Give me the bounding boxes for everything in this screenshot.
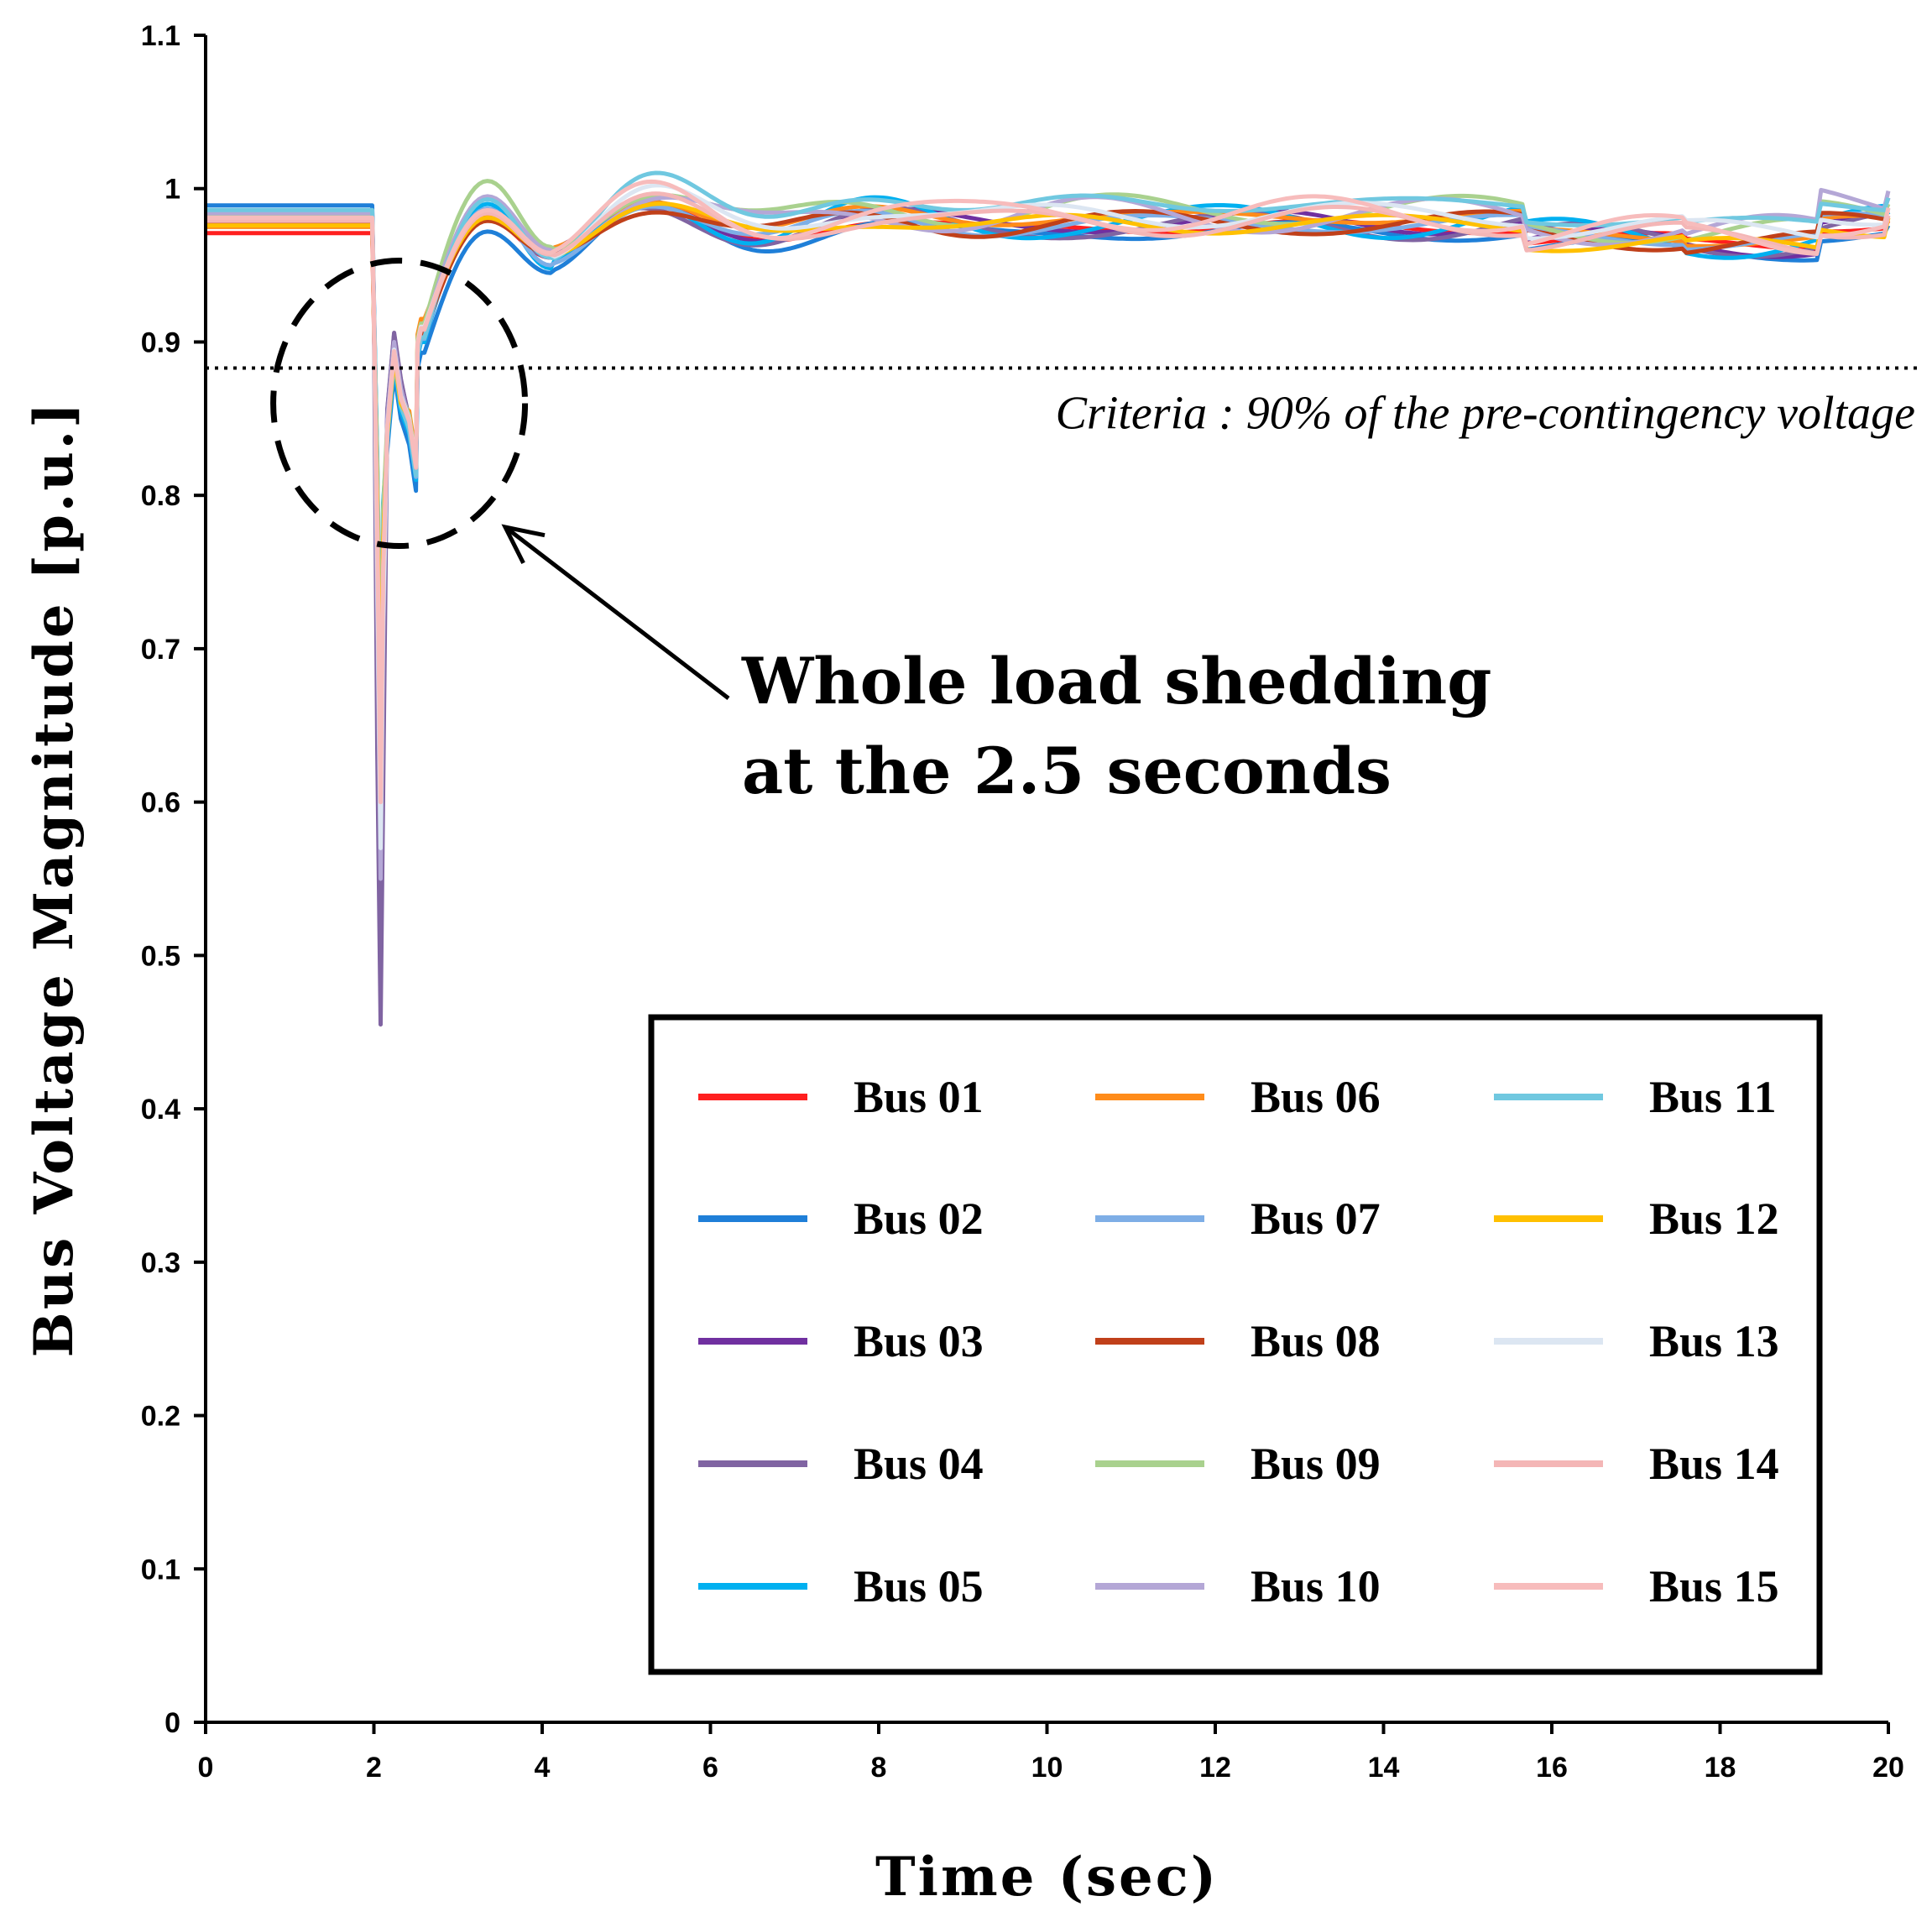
y-tick-label: 0.1: [141, 1554, 180, 1585]
series-line-14: [206, 191, 1891, 805]
y-tick-label: 0.9: [141, 326, 180, 358]
x-tick-label: 6: [702, 1752, 718, 1784]
legend-label: Bus 05: [854, 1561, 984, 1611]
x-tick-label: 20: [1872, 1752, 1904, 1784]
x-tick-label: 18: [1705, 1752, 1736, 1784]
annotation-arrowhead: [501, 524, 546, 564]
y-tick-label: 0.2: [141, 1401, 180, 1433]
x-tick-label: 16: [1536, 1752, 1568, 1784]
annotation-circle: [270, 258, 529, 550]
legend-label: Bus 06: [1251, 1072, 1381, 1122]
y-tick-label: 1: [164, 174, 180, 206]
legend-label: Bus 03: [854, 1316, 984, 1366]
legend-label: Bus 09: [1251, 1439, 1381, 1489]
y-tick-label: 0.4: [141, 1094, 180, 1126]
legend-label: Bus 01: [854, 1072, 984, 1122]
annotation-line-1: Whole load shedding: [741, 644, 1491, 718]
y-axis-title: Bus Voltage Magnitude [p.u.]: [23, 400, 86, 1358]
series-layer: [206, 170, 1891, 1027]
legend-label: Bus 15: [1649, 1561, 1779, 1611]
series-line-8: [206, 209, 1890, 759]
legend-label: Bus 02: [854, 1194, 984, 1244]
x-ticks: 0 2 4 6 8 10 12 14 16 18 20: [198, 1722, 1904, 1784]
y-tick-label: 0.5: [141, 940, 180, 972]
series-line-13: [206, 183, 1891, 850]
x-tick-label: 2: [366, 1752, 382, 1784]
y-tick-label: 1.1: [141, 20, 180, 52]
legend: Bus 01 Bus 02 Bus 03 Bus 04 Bus 05 Bus 06 Bus …: [648, 1014, 1823, 1675]
legend-label: Bus 14: [1649, 1439, 1779, 1489]
x-tick-label: 4: [535, 1752, 551, 1784]
x-tick-label: 14: [1368, 1752, 1400, 1784]
series-line-4: [206, 205, 1891, 1027]
y-ticks: 0 0.1 0.2 0.3 0.4 0.5 0.6 0.7 0.8 0.9 1 1.1: [141, 20, 206, 1739]
x-tick-label: 12: [1199, 1752, 1231, 1784]
series-line-12: [206, 201, 1891, 774]
x-tick-label: 8: [871, 1752, 887, 1784]
annotation: Whole load shedding at the 2.5 seconds: [270, 258, 1491, 808]
y-tick-label: 0.3: [141, 1247, 180, 1279]
legend-label: Bus 08: [1251, 1316, 1381, 1366]
y-tick-label: 0.6: [141, 787, 180, 819]
y-tick-label: 0.7: [141, 634, 180, 666]
legend-label: Bus 07: [1251, 1194, 1381, 1244]
series-line-15: [206, 179, 1891, 805]
y-tick-label: 0.8: [141, 480, 180, 512]
criteria-label: Criteria : 90% of the pre-contingency vo…: [1056, 388, 1915, 440]
axes: 0 2 4 6 8 10 12 14 16 18 20 0 0.1 0.2 0.3 0.4 0.5 0.6 0.7…: [141, 20, 1904, 1784]
x-tick-label: 0: [198, 1752, 214, 1784]
legend-label: Bus 11: [1649, 1072, 1777, 1122]
y-tick-label: 0: [164, 1707, 180, 1739]
x-tick-label: 10: [1031, 1752, 1063, 1784]
legend-label: Bus 12: [1649, 1194, 1779, 1244]
x-axis-title: Time (sec): [875, 1846, 1219, 1909]
legend-label: Bus 13: [1649, 1316, 1779, 1366]
annotation-line-2: at the 2.5 seconds: [742, 734, 1392, 808]
legend-items: Bus 01 Bus 02 Bus 03 Bus 04 Bus 05 Bus 06 Bus …: [698, 1072, 1779, 1611]
legend-label: Bus 10: [1251, 1561, 1381, 1611]
legend-box: [648, 1014, 1823, 1675]
legend-label: Bus 04: [854, 1439, 984, 1489]
annotation-arrow: [504, 525, 730, 700]
